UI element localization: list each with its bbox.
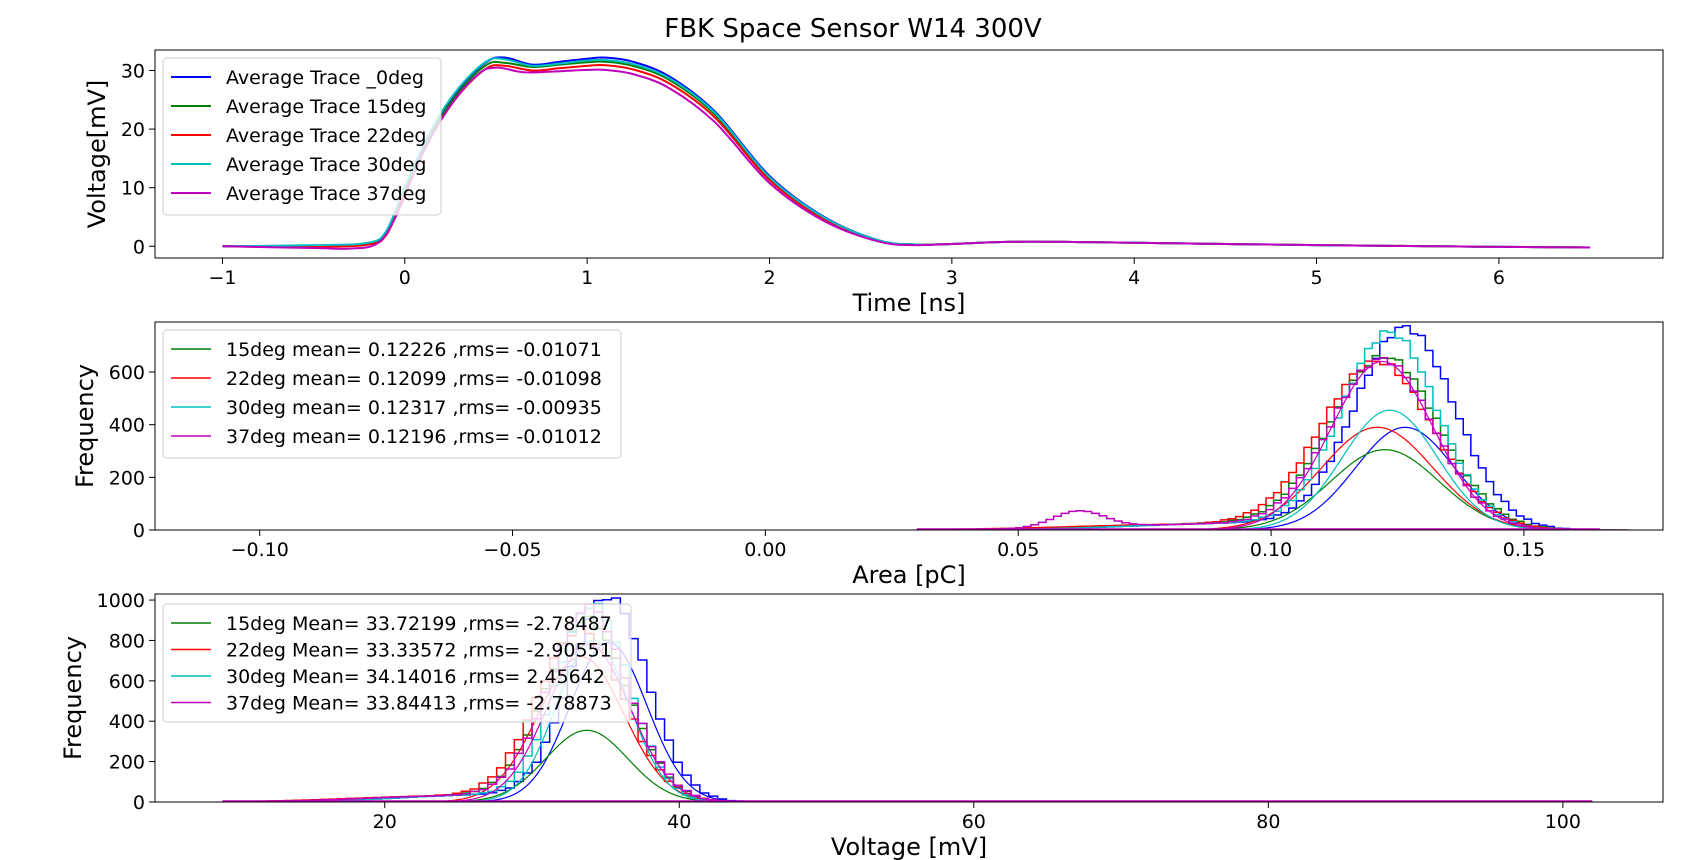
histogram-steps-2 (916, 360, 1601, 530)
y-tick-label: 400 (109, 415, 145, 437)
legend-box (162, 329, 622, 459)
x-tick-label: 0.10 (1250, 539, 1292, 561)
y-tick-label: 600 (109, 671, 145, 693)
y-axis-label: Frequency (59, 636, 87, 760)
x-tick-label: 3 (946, 267, 958, 289)
legend-label: 30deg Mean= 34.14016 ,rms= 2.45642 (226, 666, 605, 688)
legend: Average Trace _0deg Average Trace 15deg Av… (162, 57, 442, 216)
x-tick-label: 5 (1310, 267, 1322, 289)
x-axis-label: Voltage [mV] (831, 833, 987, 860)
x-tick-label: 20 (373, 811, 397, 833)
x-tick-label: 2 (763, 267, 775, 289)
x-tick-label: 4 (1128, 267, 1140, 289)
histogram-steps-4 (221, 603, 1593, 802)
y-tick-label: 0 (133, 520, 145, 542)
x-tick-label: 80 (1256, 811, 1280, 833)
y-tick-label: 10 (121, 178, 145, 200)
legend-label: 15deg mean= 0.12226 ,rms= -0.01071 (226, 339, 602, 361)
histogram-steps-4 (916, 357, 1601, 530)
gaussian-fit-1 (1141, 449, 1629, 530)
x-tick-label: −0.05 (483, 539, 541, 561)
x-tick-label: 0.05 (997, 539, 1039, 561)
histogram-steps-0 (916, 325, 1601, 530)
x-tick-label: −1 (208, 267, 236, 289)
y-tick-label: 800 (109, 630, 145, 652)
legend-label: 22deg Mean= 33.33572 ,rms= -2.90551 (226, 640, 612, 662)
y-tick-label: 200 (109, 752, 145, 774)
gaussian-fit-3 (1176, 409, 1604, 530)
y-tick-label: 200 (109, 467, 145, 489)
legend-label: 15deg Mean= 33.72199 ,rms= -2.78487 (226, 613, 612, 635)
legend-label: Average Trace 30deg (226, 154, 427, 176)
legend: 15deg mean= 0.12226 ,rms= -0.01071 22deg … (162, 329, 622, 459)
x-tick-label: 6 (1493, 267, 1505, 289)
y-tick-label: 0 (133, 236, 145, 258)
y-tick-label: 600 (109, 362, 145, 384)
x-axis-label: Area [pC] (852, 561, 966, 589)
axes-frame (154, 49, 1664, 259)
legend-box (162, 57, 442, 216)
axes-frame (154, 593, 1664, 803)
x-tick-label: 100 (1545, 811, 1581, 833)
x-axis-label: Time [ns] (852, 289, 966, 317)
area-histogram-panel: −0.10 −0.05 0.00 0.05 0.10 0.15 0 200 400 600 Area… (71, 321, 1664, 589)
plot-area (221, 597, 1593, 802)
y-tick-label: 20 (121, 119, 145, 141)
x-tick-label: −0.10 (231, 539, 289, 561)
histogram-steps-3 (916, 330, 1601, 530)
legend-label: 37deg Mean= 33.84413 ,rms= -2.78873 (226, 693, 612, 715)
y-tick-label: 400 (109, 711, 145, 733)
y-axis-label: Frequency (71, 364, 99, 488)
x-tick-label: 0.15 (1503, 539, 1545, 561)
legend-label: 22deg mean= 0.12099 ,rms= -0.01098 (226, 368, 602, 390)
legend-label: Average Trace 15deg (226, 96, 427, 118)
y-tick-label: 30 (121, 61, 145, 83)
x-tick-label: 60 (962, 811, 986, 833)
axes-frame (154, 321, 1664, 531)
legend-label: Average Trace _0deg (226, 67, 424, 89)
legend-box (162, 603, 632, 723)
y-tick-label: 1000 (97, 590, 145, 612)
plot-area (916, 325, 1629, 530)
legend-label: Average Trace 22deg (226, 125, 427, 147)
gaussian-fit-0 (1182, 426, 1629, 530)
legend-label: 30deg mean= 0.12317 ,rms= -0.00935 (226, 397, 602, 419)
y-tick-label: 0 (133, 792, 145, 814)
x-tick-label: 1 (581, 267, 593, 289)
figure-title: FBK Space Sensor W14 300V (664, 14, 1042, 44)
legend-label: 37deg mean= 0.12196 ,rms= -0.01012 (226, 426, 602, 448)
x-tick-label: 0 (399, 267, 411, 289)
x-tick-label: 0.00 (744, 539, 786, 561)
gaussian-fit-4 (1152, 360, 1613, 530)
x-tick-label: 40 (667, 811, 691, 833)
histogram-steps-1 (916, 354, 1601, 530)
y-axis-label: Voltage[mV] (83, 80, 111, 229)
gaussian-fit-1 (402, 729, 772, 802)
legend-label: Average Trace 37deg (226, 183, 427, 205)
legend: 15deg Mean= 33.72199 ,rms= -2.78487 22deg… (162, 603, 632, 723)
trace-panel: −1 0 1 2 3 4 5 6 0 10 20 30 Time [ns] Voltage[mV] Aver… (83, 49, 1664, 317)
